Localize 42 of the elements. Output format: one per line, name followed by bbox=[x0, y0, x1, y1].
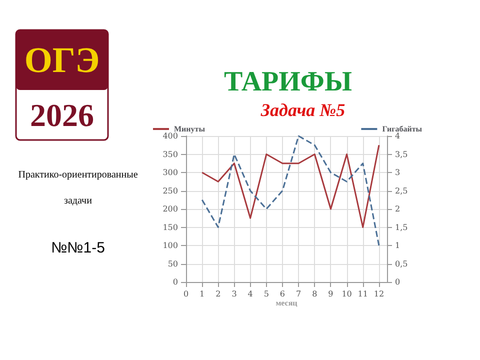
text: 2026 bbox=[30, 97, 94, 133]
line-series bbox=[201, 144, 380, 228]
y-tick-label: 350 bbox=[162, 150, 178, 159]
x-tick-label: 10 bbox=[342, 290, 352, 298]
y-tick-label: 150 bbox=[162, 222, 178, 232]
y-tick-label: 300 bbox=[162, 168, 178, 177]
x-tick-label: 3 bbox=[232, 290, 237, 298]
y-tick-label: 50 bbox=[168, 259, 178, 268]
y2-tick-label: 0 bbox=[395, 278, 400, 286]
text: Практико-ориентированные задачи bbox=[18, 170, 138, 206]
y-tick-label: 250 bbox=[162, 186, 178, 196]
x-tick-label: 12 bbox=[374, 290, 384, 298]
y-tick-label: 0 bbox=[172, 278, 178, 286]
y2-tick-label: 3,5 bbox=[395, 150, 408, 159]
y2-tick-label: 0,5 bbox=[395, 259, 408, 268]
y-tick-label: 400 bbox=[162, 132, 178, 140]
y2-tick-label: 2 bbox=[395, 204, 400, 214]
x-tick-label: 4 bbox=[248, 290, 253, 298]
y2-tick-label: 2,5 bbox=[395, 186, 408, 196]
y2-tick-label: 4 bbox=[395, 132, 400, 140]
legend-label: Минуты bbox=[174, 124, 206, 134]
x-tick-label: 6 bbox=[280, 290, 286, 298]
x-tick-label: 11 bbox=[358, 290, 368, 298]
chart-title: ТАРИФЫ bbox=[224, 66, 352, 98]
x-tick-label: 0 bbox=[183, 290, 189, 298]
y2-tick-label: 1,5 bbox=[395, 222, 408, 232]
x-tick-label: 9 bbox=[328, 290, 334, 298]
text: ОГЭ bbox=[24, 40, 100, 80]
x-tick-label: 1 bbox=[200, 290, 205, 298]
y2-tick-label: 3 bbox=[395, 168, 400, 177]
x-tick-label: 8 bbox=[312, 290, 318, 298]
chart-subtitle: Задача №5 bbox=[260, 100, 346, 120]
line-series bbox=[201, 135, 380, 246]
x-axis-title: месяц bbox=[276, 298, 298, 308]
y-tick-label: 200 bbox=[162, 204, 178, 214]
y2-tick-label: 1 bbox=[395, 241, 400, 250]
y-tick-label: 100 bbox=[162, 241, 178, 250]
x-tick-label: 7 bbox=[296, 290, 302, 298]
text: №№1-5 bbox=[51, 240, 105, 256]
legend-label: Гигабайты bbox=[382, 124, 423, 134]
x-tick-label: 5 bbox=[264, 290, 269, 298]
x-tick-label: 2 bbox=[216, 290, 221, 298]
